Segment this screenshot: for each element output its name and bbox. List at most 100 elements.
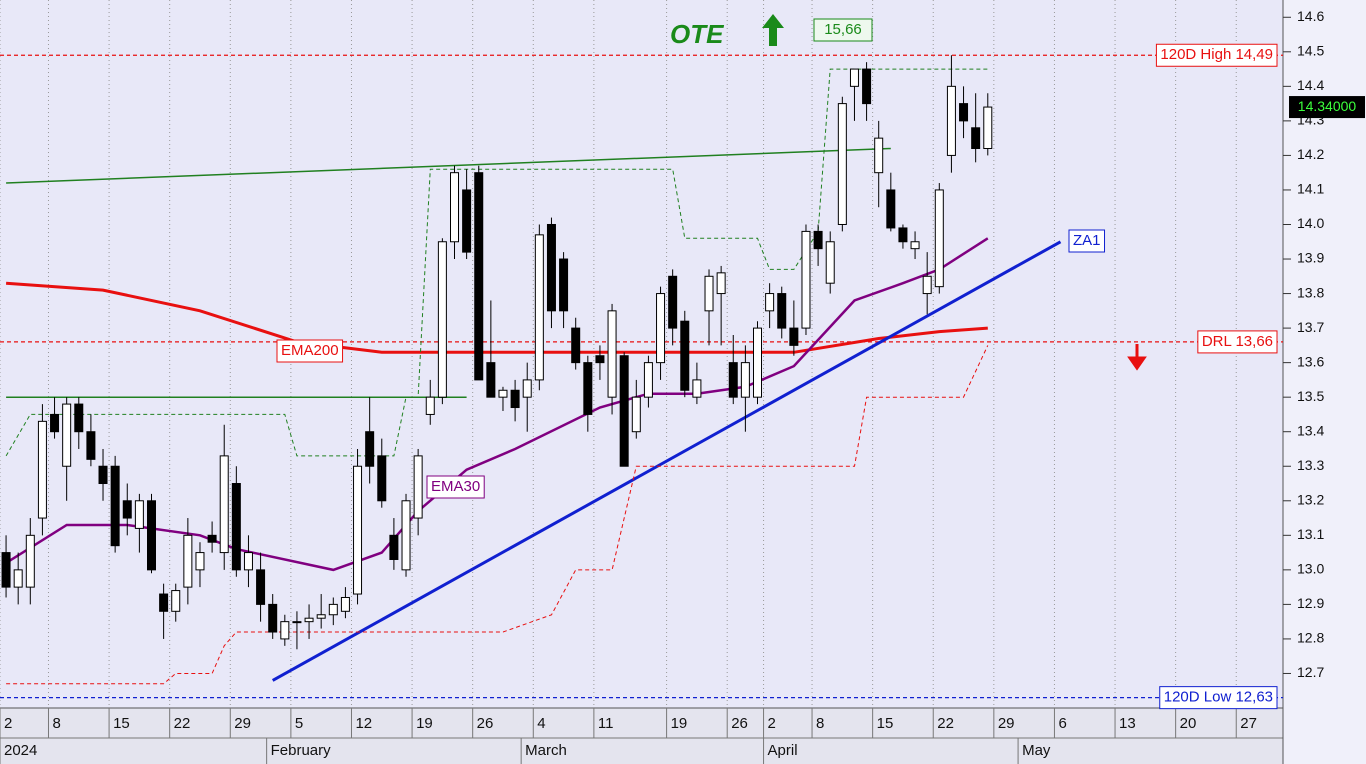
x-tick-label: 29 <box>234 715 251 732</box>
target-box <box>813 18 873 42</box>
candle-body <box>643 362 653 398</box>
candle-body <box>25 534 35 588</box>
candle-body <box>353 465 363 595</box>
candle-body <box>122 500 132 519</box>
candle-body <box>389 534 399 560</box>
candle-body <box>134 500 144 529</box>
candle-body <box>328 603 338 616</box>
candle-body <box>983 106 993 150</box>
x-tick-label: 19 <box>416 715 433 732</box>
y-tick-label: 14.1 <box>1297 181 1324 197</box>
candle-body <box>304 617 314 623</box>
candle-body <box>316 614 326 619</box>
candle-body <box>704 275 714 312</box>
candle-body <box>946 85 956 156</box>
y-tick-label: 13.5 <box>1297 388 1324 404</box>
candle-body <box>1 552 11 588</box>
y-tick-label: 13.8 <box>1297 284 1324 300</box>
candle-body <box>268 603 278 633</box>
candle-body <box>765 293 775 312</box>
candle-body <box>959 103 969 122</box>
candle-body <box>522 379 532 398</box>
candle-body <box>159 593 169 612</box>
up-arrow <box>762 14 784 46</box>
candle-body <box>740 362 750 398</box>
candle-body <box>377 455 387 502</box>
x-tick-label: 8 <box>52 715 60 732</box>
overlay-label-box <box>1068 229 1106 253</box>
month-label: March <box>525 742 567 759</box>
x-tick-label: 8 <box>816 715 824 732</box>
y-tick-label: 13.6 <box>1297 353 1324 369</box>
y-tick-label: 13.3 <box>1297 457 1324 473</box>
level-label-box <box>1197 330 1278 354</box>
candle-body <box>280 621 290 640</box>
level-label: 120D High 14,49 <box>1160 46 1273 63</box>
candle-body <box>231 483 241 571</box>
candle-body <box>171 590 181 612</box>
candle-body <box>862 68 872 105</box>
candle-body <box>631 396 641 433</box>
overlay-line <box>5 68 988 457</box>
x-tick-label: 22 <box>174 715 191 732</box>
level-label-box <box>1155 43 1278 67</box>
candle-body <box>825 241 835 284</box>
y-tick-label: 13.1 <box>1297 526 1324 542</box>
candle-body <box>474 172 484 381</box>
overlay-line <box>271 240 1062 682</box>
candle-body <box>510 389 520 409</box>
candle-body <box>292 621 302 624</box>
y-tick-label: 14.4 <box>1297 77 1324 93</box>
candle-body <box>813 230 823 250</box>
y-tick-label: 12.9 <box>1297 595 1324 611</box>
candle-body <box>656 293 666 364</box>
candle-body <box>486 362 496 398</box>
candle-body <box>498 389 508 398</box>
candle-body <box>13 569 23 588</box>
candle-body <box>571 327 581 364</box>
candle-body <box>607 310 617 398</box>
x-tick-label: 26 <box>477 715 494 732</box>
candle-body <box>716 272 726 295</box>
candle-body <box>425 396 435 415</box>
candle-body <box>86 431 96 460</box>
x-tick-label: 27 <box>1240 715 1257 732</box>
x-tick-label: 12 <box>355 715 372 732</box>
candle-body <box>462 189 472 253</box>
candle-body <box>219 455 229 554</box>
level-label: 120D Low 12,63 <box>1164 689 1273 706</box>
candle-body <box>728 362 738 398</box>
candle-body <box>886 189 896 229</box>
candle-body <box>789 327 799 346</box>
candle-body <box>910 241 920 250</box>
candle-body <box>971 127 981 150</box>
y-tick-label: 14.2 <box>1297 146 1324 162</box>
level-label-box <box>1159 686 1278 710</box>
y-tick-label: 13.0 <box>1297 561 1324 577</box>
last-price-box <box>1289 96 1365 119</box>
candle-body <box>74 403 84 433</box>
candle-body <box>110 465 120 547</box>
y-tick-label: 12.8 <box>1297 630 1324 646</box>
candle-body <box>365 431 375 467</box>
month-label: April <box>768 742 798 759</box>
candle-body <box>243 552 253 571</box>
overlay-label-box <box>276 339 344 363</box>
x-tick-label: 2 <box>4 715 12 732</box>
overlay-label-box <box>426 475 485 499</box>
overlay-line <box>5 237 989 572</box>
candle-body <box>256 569 266 605</box>
candle-body <box>837 103 847 225</box>
candle-body <box>37 420 47 519</box>
x-tick-label: 2 <box>768 715 776 732</box>
overlay-label: EMA200 <box>281 342 339 359</box>
x-tick-label: 26 <box>731 715 748 732</box>
last-price-label: 14.34000 <box>1298 98 1357 114</box>
candle-body <box>934 189 944 288</box>
candle-body <box>147 500 156 571</box>
y-tick-label: 12.7 <box>1297 664 1324 680</box>
candle-body <box>874 137 884 174</box>
x-tick-label: 5 <box>295 715 303 732</box>
